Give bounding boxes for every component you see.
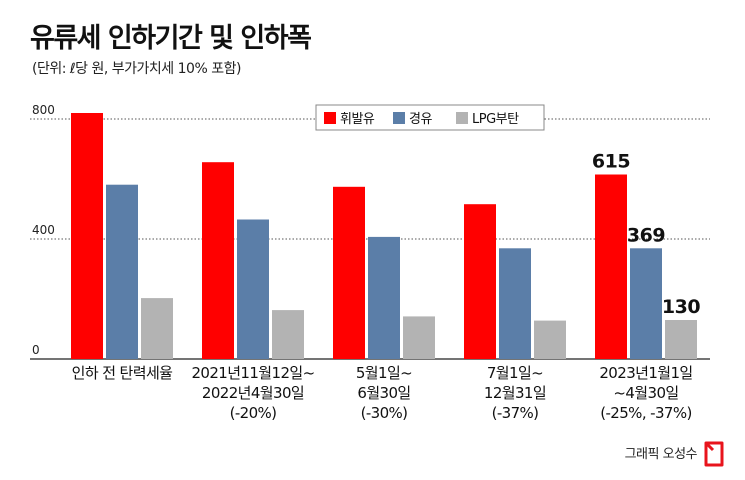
legend-label: 휘발유 bbox=[340, 112, 375, 127]
bar bbox=[71, 113, 103, 359]
legend-label: 경유 bbox=[409, 112, 432, 127]
bar bbox=[106, 184, 138, 359]
chart-title: 유류세 인하기간 및 인하폭 bbox=[30, 23, 312, 54]
bar bbox=[534, 320, 566, 359]
graphic-credit: 그래픽 오성수 bbox=[624, 447, 698, 462]
category-label: 2023년1월1일 ~4월30일 (-25%, -37%) bbox=[599, 364, 692, 422]
legend-swatch bbox=[456, 112, 468, 124]
chart-subtitle: (단위: ℓ당 원, 부가가치세 10% 포함) bbox=[32, 61, 241, 77]
y-tick-label: 0 bbox=[32, 343, 40, 357]
bar bbox=[499, 248, 531, 359]
bar bbox=[403, 316, 435, 359]
legend-box bbox=[315, 104, 545, 131]
data-label: 615 bbox=[592, 151, 630, 173]
category-label: 5월1일~ 6월30일 (-30%) bbox=[356, 364, 412, 422]
data-labels: 615 369 130 bbox=[592, 151, 701, 319]
data-label: 130 bbox=[662, 296, 700, 318]
bar bbox=[141, 298, 173, 359]
bar bbox=[630, 248, 662, 359]
bar bbox=[202, 162, 234, 359]
category-label: 2021년11월12일~ 2022년4월30일 (-20%) bbox=[191, 364, 314, 422]
bar bbox=[237, 219, 269, 359]
bar bbox=[272, 310, 304, 359]
legend-swatch bbox=[324, 112, 336, 124]
legend-label: LPG부탄 bbox=[472, 112, 519, 127]
data-label: 369 bbox=[627, 224, 665, 246]
y-tick-label: 800 bbox=[32, 103, 55, 117]
bars bbox=[71, 113, 697, 359]
bar bbox=[464, 204, 496, 359]
legend-swatch bbox=[393, 112, 405, 124]
y-tick-label: 400 bbox=[32, 223, 55, 237]
bar bbox=[665, 320, 697, 359]
bar bbox=[333, 186, 365, 359]
bar bbox=[595, 174, 627, 359]
category-labels: 인하 전 탄력세율 2021년11월12일~ 2022년4월30일 (-20%) 5월1… bbox=[72, 364, 694, 422]
category-label: 인하 전 탄력세율 bbox=[72, 364, 173, 382]
category-label: 7월1일~ 12월31일 (-37%) bbox=[484, 364, 546, 422]
bar bbox=[368, 236, 400, 359]
legend: 휘발유 경유 LPG부탄 bbox=[315, 104, 545, 131]
asiae-logo-icon bbox=[704, 441, 724, 467]
